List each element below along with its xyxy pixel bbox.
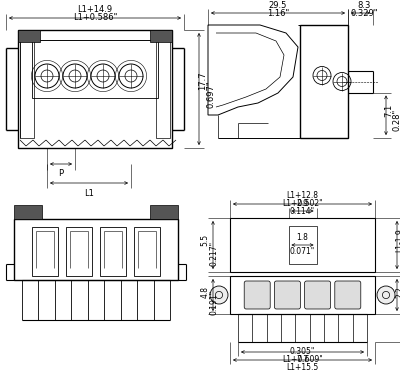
Text: L1+14.9: L1+14.9: [78, 5, 112, 14]
Bar: [32, 227, 58, 276]
Bar: [100, 227, 126, 276]
Text: L1: L1: [84, 189, 94, 199]
FancyBboxPatch shape: [335, 281, 361, 309]
Text: 0.305": 0.305": [290, 348, 315, 357]
FancyBboxPatch shape: [274, 281, 300, 309]
Text: 0.697": 0.697": [206, 80, 216, 108]
Bar: [230, 218, 375, 272]
Text: L1+0.586": L1+0.586": [73, 14, 117, 23]
Bar: [66, 227, 92, 276]
Text: 7.1: 7.1: [384, 104, 394, 117]
Text: 7.7: 7.7: [296, 355, 308, 364]
Circle shape: [382, 291, 390, 299]
Bar: [300, 25, 348, 138]
Text: L1+0.502": L1+0.502": [282, 199, 323, 208]
Text: 0.28": 0.28": [392, 109, 400, 132]
Text: 29.5: 29.5: [269, 0, 287, 9]
Bar: [150, 205, 178, 219]
Text: 8.3: 8.3: [358, 0, 371, 9]
Bar: [18, 30, 172, 148]
Circle shape: [215, 291, 223, 299]
Text: 4.8: 4.8: [200, 286, 210, 298]
Text: 1.16": 1.16": [267, 9, 289, 17]
Text: 1.8: 1.8: [296, 232, 308, 241]
Bar: [134, 227, 160, 276]
Text: 2.2: 2.2: [396, 286, 400, 298]
Text: L1+12.8: L1+12.8: [286, 192, 318, 201]
Text: 0.114": 0.114": [290, 206, 315, 215]
Text: 0.217": 0.217": [210, 241, 218, 265]
Text: 5.5: 5.5: [200, 234, 210, 246]
Circle shape: [377, 286, 395, 304]
Bar: [156, 38, 170, 138]
FancyBboxPatch shape: [305, 281, 330, 309]
Text: 0.329": 0.329": [351, 9, 378, 17]
Bar: [230, 276, 375, 314]
Text: 0.191": 0.191": [210, 289, 218, 315]
Text: L1+0.609": L1+0.609": [282, 355, 323, 364]
Bar: [14, 219, 178, 280]
Circle shape: [210, 286, 228, 304]
Bar: [20, 38, 34, 138]
Bar: [288, 226, 316, 264]
Text: 17.7: 17.7: [198, 72, 208, 90]
Bar: [18, 30, 40, 42]
Text: L1-1.9: L1-1.9: [396, 228, 400, 252]
Text: 2.9: 2.9: [296, 199, 308, 208]
Bar: [14, 205, 42, 219]
Text: L1+15.5: L1+15.5: [286, 364, 319, 372]
Text: P: P: [58, 170, 64, 178]
FancyBboxPatch shape: [244, 281, 270, 309]
Bar: [32, 40, 158, 98]
Text: 0.071": 0.071": [290, 246, 315, 256]
Bar: [150, 30, 172, 42]
